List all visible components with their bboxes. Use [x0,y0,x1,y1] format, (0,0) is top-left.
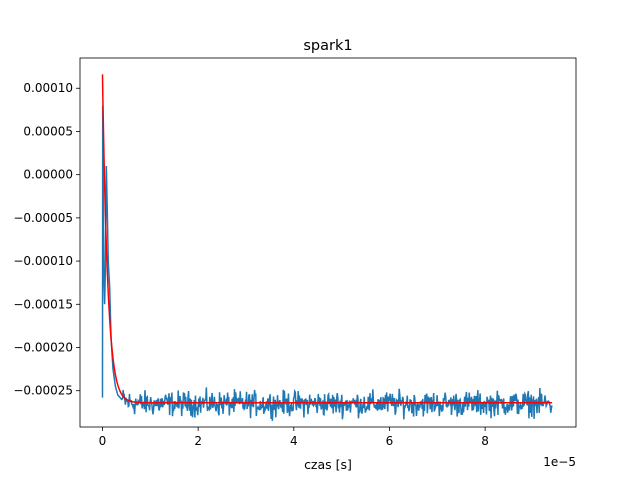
y-tick-label: 0.00005 [23,124,73,138]
y-tick-label: −0.00005 [13,211,73,225]
x-axis-label: czas [s] [304,457,352,472]
x-tick-label: 8 [481,434,489,448]
y-tick-label: 0.00010 [23,81,73,95]
x-tick-label: 2 [194,434,202,448]
x-tick-label: 4 [290,434,298,448]
y-tick-label: −0.00020 [13,340,73,354]
fit-series-line [101,74,553,404]
x-axis-offset-text: 1e−5 [543,455,576,469]
x-axis-ticks: 0 2 4 6 8 [99,427,489,448]
axes-frame [79,57,577,428]
chart-title: spark1 [303,38,352,54]
y-tick-label: −0.00015 [13,297,73,311]
x-tick-label: 6 [386,434,394,448]
plot-area [101,74,553,421]
y-axis-ticks: 0.00010 0.00005 0.00000 −0.00005 −0.00010 −0.… [13,81,80,398]
y-tick-label: 0.00000 [23,168,73,182]
y-tick-label: −0.00025 [13,384,73,398]
y-tick-label: −0.00010 [13,254,73,268]
x-tick-label: 0 [99,434,107,448]
